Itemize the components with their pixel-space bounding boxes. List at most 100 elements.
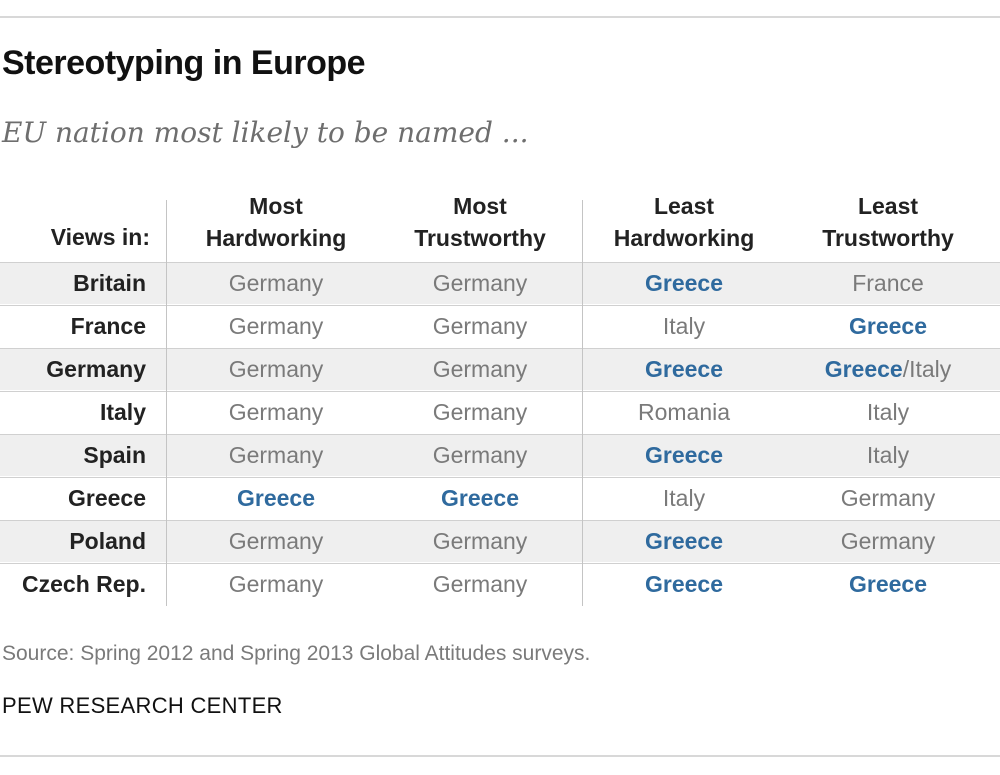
- row-country: Italy: [99, 399, 146, 425]
- chart-subtitle: EU nation most likely to be named ...: [2, 116, 529, 149]
- highlight-value: Greece: [644, 528, 723, 554]
- highlight-value: Greece: [236, 485, 315, 511]
- cell-value: Germany: [432, 399, 528, 425]
- column-separator: [582, 200, 583, 606]
- table-cell: Greece: [582, 520, 786, 562]
- row-country: Spain: [83, 442, 146, 468]
- column-header-line: Hardworking: [205, 225, 347, 251]
- table-cell: Romania: [582, 391, 786, 433]
- top-rule: [0, 16, 1000, 18]
- cell-value: Germany: [228, 356, 324, 382]
- table-cell: Germany: [378, 434, 582, 476]
- cell-value: Germany: [432, 571, 528, 597]
- table-cell: Germany: [174, 520, 378, 562]
- table-cell: Germany: [174, 262, 378, 304]
- source-note: Source: Spring 2012 and Spring 2013 Glob…: [2, 642, 591, 665]
- cell-value: Germany: [432, 313, 528, 339]
- table-cell: Germany: [378, 391, 582, 433]
- table-row: Spain Germany Germany Greece Italy: [0, 434, 1000, 476]
- table-row: Czech Rep. Germany Germany Greece Greece: [0, 563, 1000, 605]
- table-row: Italy Germany Germany Romania Italy: [0, 391, 1000, 433]
- table-row: Poland Germany Germany Greece Germany: [0, 520, 1000, 562]
- cell-value: Romania: [637, 399, 731, 425]
- row-divider: [0, 563, 1000, 564]
- column-separator: [166, 200, 167, 606]
- table-cell: Greece: [582, 262, 786, 304]
- table-cell: Germany: [378, 305, 582, 347]
- table-cell: Greece: [786, 563, 990, 605]
- table-cell: Germany: [174, 563, 378, 605]
- cell-value: Germany: [840, 485, 936, 511]
- table-cell: Germany: [378, 348, 582, 390]
- row-country: Poland: [69, 528, 146, 554]
- highlight-value: Greece: [848, 571, 927, 597]
- column-header-line: Hardworking: [613, 225, 755, 251]
- column-header: Least Trustworthy: [786, 190, 990, 260]
- table-cell: Germany: [786, 520, 990, 562]
- highlight-value: Greece: [824, 356, 903, 382]
- row-divider: [0, 305, 1000, 306]
- row-header-label: Views in:: [50, 224, 150, 250]
- highlight-value: Greece: [848, 313, 927, 339]
- table-row: Germany Germany Germany Greece Greece/Italy: [0, 348, 1000, 390]
- column-header: Least Hardworking: [582, 190, 786, 260]
- column-header-line: Trustworthy: [414, 225, 546, 251]
- cell-value: Germany: [228, 270, 324, 296]
- row-country: Greece: [67, 485, 146, 511]
- row-divider: [0, 348, 1000, 349]
- table-cell: Italy: [582, 305, 786, 347]
- cell-value: Germany: [228, 571, 324, 597]
- row-divider: [0, 391, 1000, 392]
- column-header: Most Trustworthy: [378, 190, 582, 260]
- cell-value: Germany: [228, 442, 324, 468]
- row-country: Czech Rep.: [22, 571, 146, 597]
- table-cell: Greece: [786, 305, 990, 347]
- column-header-line: Trustworthy: [822, 225, 954, 251]
- cell-value: Germany: [432, 270, 528, 296]
- cell-value: Germany: [228, 313, 324, 339]
- cell-value: Italy: [866, 442, 910, 468]
- column-header-line: Most: [249, 193, 303, 219]
- table-cell: Greece: [582, 563, 786, 605]
- highlight-value: Greece: [644, 270, 723, 296]
- column-header-line: Least: [653, 193, 715, 219]
- column-header-line: Least: [857, 193, 919, 219]
- table-cell: Greece/Italy: [786, 348, 990, 390]
- row-country: Britain: [73, 270, 146, 296]
- highlight-value: Greece: [644, 442, 723, 468]
- table-cell: Greece: [582, 348, 786, 390]
- table-cell: Italy: [582, 477, 786, 519]
- table-cell: Germany: [174, 348, 378, 390]
- table-cell: Germany: [174, 305, 378, 347]
- column-header: Most Hardworking: [174, 190, 378, 260]
- chart-title: Stereotyping in Europe: [2, 44, 366, 82]
- table-cell: France: [786, 262, 990, 304]
- cell-value: Germany: [228, 399, 324, 425]
- cell-value: Italy: [662, 485, 706, 511]
- table-cell: Germany: [174, 434, 378, 476]
- table-cell: Germany: [174, 391, 378, 433]
- table-cell: Italy: [786, 391, 990, 433]
- bottom-rule: [0, 755, 1000, 757]
- cell-value: Germany: [432, 356, 528, 382]
- row-divider: [0, 434, 1000, 435]
- cell-value: Germany: [432, 442, 528, 468]
- table-cell: Germany: [378, 262, 582, 304]
- cell-value: /Italy: [902, 356, 952, 382]
- table-cell: Germany: [378, 563, 582, 605]
- table-cell: Italy: [786, 434, 990, 476]
- cell-value: Germany: [432, 528, 528, 554]
- table-cell: Germany: [378, 520, 582, 562]
- row-divider: [0, 520, 1000, 521]
- cell-value: France: [852, 270, 924, 296]
- cell-value: Italy: [866, 399, 910, 425]
- org-credit: PEW RESEARCH CENTER: [2, 693, 283, 718]
- row-divider: [0, 262, 1000, 263]
- row-country: Germany: [46, 356, 146, 382]
- table-row: France Germany Germany Italy Greece: [0, 305, 1000, 347]
- table-cell: Greece: [582, 434, 786, 476]
- highlight-value: Greece: [440, 485, 519, 511]
- cell-value: Germany: [228, 528, 324, 554]
- column-header-line: Most: [453, 193, 507, 219]
- cell-value: Italy: [662, 313, 706, 339]
